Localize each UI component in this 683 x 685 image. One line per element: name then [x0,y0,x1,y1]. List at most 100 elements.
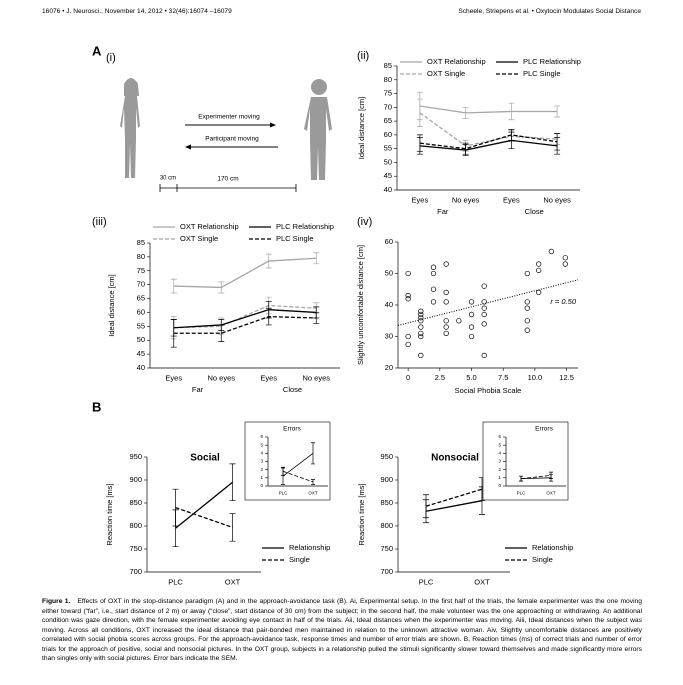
x-tick-label: OXT [225,577,241,586]
y-tick-label: 45 [137,349,145,358]
x-tick-label: Eyes [260,373,277,382]
point [481,321,487,327]
point [524,327,530,333]
y-tick-label: 55 [384,144,392,153]
y-tick-label: 65 [137,294,145,303]
y-tick-label: 85 [137,238,145,247]
point [524,270,530,277]
y-tick-label: 850 [380,498,393,507]
arrow-label: Experimenter moving [198,114,260,121]
point [443,318,449,324]
error-bar [462,142,469,155]
error-bar [229,513,236,542]
x-tick-label: No eyes [452,195,480,204]
y-tick-label: 3 [498,459,501,464]
point [430,286,437,292]
legend-label: PLC Single [523,69,561,78]
panel-label: (i) [106,52,116,64]
x-tick-label: 10.0 [528,373,543,382]
error-bar [218,324,225,342]
x-tick-label: 5.0 [466,373,476,382]
y-tick-label: 850 [129,498,142,507]
y-tick-label: 700 [129,567,142,576]
running-head-right: Scheele, Striepens et al. • Oxytocin Mod… [458,8,641,15]
series-line [419,134,558,150]
error-bar [311,442,315,465]
y-axis-label: Ideal distance [cm] [107,274,116,337]
point [405,270,411,277]
y-tick-label: 5 [260,442,263,447]
y-tick-label: 1 [498,475,501,480]
panel-label: A [92,43,102,58]
point [443,261,449,267]
x-tick-label: 0 [406,373,410,382]
point [468,324,475,330]
y-tick-label: 70 [137,280,145,289]
error-bar [170,319,177,348]
error-bar [508,102,515,121]
x-tick-label: PLC [419,577,434,586]
series-line [425,488,483,507]
diagram-figures [120,78,332,180]
trend-line [397,279,579,326]
point [443,289,449,296]
point [562,261,568,267]
error-bar [549,471,553,479]
y-tick-label: 60 [384,130,392,139]
y-tick-label: 5 [498,442,501,447]
point [468,299,475,305]
y-axis-label: Reaction time [ms] [105,483,114,545]
x-tick-label: PLC [168,577,183,586]
point [430,264,437,270]
legend-label: Single [289,555,310,564]
series-line [520,474,552,480]
x-tick-label: 2.5 [435,373,445,382]
point [481,352,487,359]
legend-label: OXT Single [180,234,218,243]
silhouette [124,78,139,96]
running-head-left: 16076 • J. Neurosci., November 14, 2012 … [42,8,232,15]
point [524,299,530,305]
y-tick-label: 30 [385,331,393,340]
point [443,330,449,337]
point [418,352,424,359]
y-tick-label: 50 [137,335,145,344]
chart-title: Nonsocial [431,453,479,464]
x-group-label: Far [192,385,204,394]
error-bar [462,106,469,119]
x-tick-label: OXT [308,491,318,496]
legend-label: Single [532,555,553,564]
x-tick-label: PLC [517,491,527,496]
panel-label: B [92,399,101,414]
figure: Experimenter moving Participant moving 3… [92,43,581,586]
y-tick-label: 700 [380,567,393,576]
legend-label: OXT Relationship [180,222,239,231]
y-tick-label: 75 [384,89,392,98]
arrow-label: Participant moving [205,136,259,143]
arrow-head [270,122,276,128]
point [481,283,487,289]
legend-label: OXT Relationship [427,57,486,66]
chart-title: Errors [535,426,553,433]
y-tick-label: 40 [384,185,392,194]
error-bar [265,307,272,326]
error-bar [218,281,225,294]
error-bar [313,312,320,324]
point [562,255,568,261]
y-tick-label: 900 [380,475,393,484]
error-bar [554,105,561,118]
series-line [173,257,317,289]
error-bar [423,494,429,519]
point [468,333,475,340]
y-tick-label: 75 [137,266,145,275]
y-tick-label: 6 [498,434,501,439]
point [481,305,487,311]
y-axis-label: Reaction time [ms] [357,483,366,545]
error-bar [170,278,177,294]
silhouette [304,97,332,180]
series-line [175,506,233,528]
y-tick-label: 65 [384,116,392,125]
y-tick-label: 80 [384,75,392,84]
point [468,311,475,318]
